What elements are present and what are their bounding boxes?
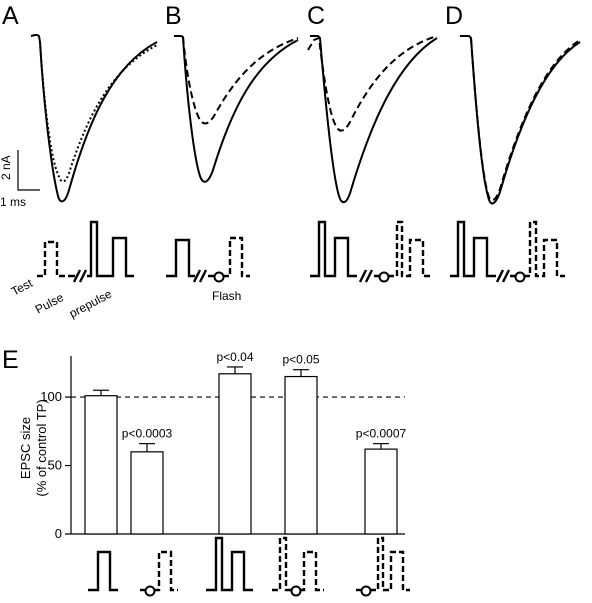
trace-panel-a: [30, 34, 158, 203]
trace-panel-b: [174, 35, 299, 183]
bar-4: [364, 448, 398, 535]
protocol-d: [450, 220, 565, 283]
bottom-protocol-3: [206, 536, 253, 592]
y-tick-label-2: 100: [40, 389, 62, 404]
y-tick-label-1: 50: [48, 458, 62, 473]
panel-letter-b: B: [165, 2, 182, 30]
label-prepulse: prepulse: [67, 287, 115, 321]
scale-bar: 2 nA 1 ms: [0, 150, 40, 209]
panel-letter-a: A: [2, 2, 19, 30]
p-value-label-2: p<0.04: [216, 350, 253, 364]
trace-panel-c: [307, 35, 438, 204]
trace-d-control: [460, 35, 581, 205]
p-value-label-4: p<0.0007: [356, 427, 407, 441]
p-value-label-1: p<0.0003: [122, 427, 173, 441]
trace-b-test: [182, 36, 299, 125]
y-tick-label-0: 0: [55, 526, 62, 541]
bar-chart: EPSC size (% of control TP) 0 50 100 p<0.00…: [18, 350, 407, 541]
bar-3: [284, 375, 318, 535]
trace-c-test: [307, 35, 438, 132]
label-pulse: Pulse: [33, 290, 66, 317]
trace-c-control: [310, 35, 438, 204]
panel-letter-d: D: [445, 2, 463, 30]
bottom-protocol-1: [88, 550, 118, 592]
bottom-protocol-5: [356, 536, 410, 597]
label-flash: Flash: [212, 289, 241, 303]
bottom-protocol-2: [140, 550, 178, 597]
chart-marks: 0 50 100 p<0.0003 p<0.04 p<0.05 p<0.0007: [40, 350, 406, 541]
trace-panel-d: [460, 35, 581, 205]
y-axis-label-line2: (% of control TP): [34, 399, 49, 496]
y-axis-label-line1: EPSC size: [18, 417, 33, 479]
bar-1: [130, 451, 164, 535]
scale-bar-time: 1 ms: [0, 195, 26, 209]
panel-letter-c: C: [307, 2, 325, 30]
scale-bar-amplitude: 2 nA: [0, 155, 13, 180]
bottom-protocol-4: [272, 536, 324, 597]
trace-d-test: [462, 35, 581, 202]
protocol-a: [37, 220, 134, 283]
panel-letter-e: E: [2, 346, 19, 374]
label-test: Test: [9, 276, 36, 299]
bar-0: [84, 395, 118, 535]
p-value-label-3: p<0.05: [282, 353, 319, 367]
trace-a-control: [30, 34, 158, 203]
bar-2: [218, 373, 252, 535]
protocol-b: [166, 236, 250, 283]
trace-b-control: [174, 35, 299, 183]
protocol-c: [310, 220, 431, 283]
trace-a-test: [39, 41, 158, 183]
